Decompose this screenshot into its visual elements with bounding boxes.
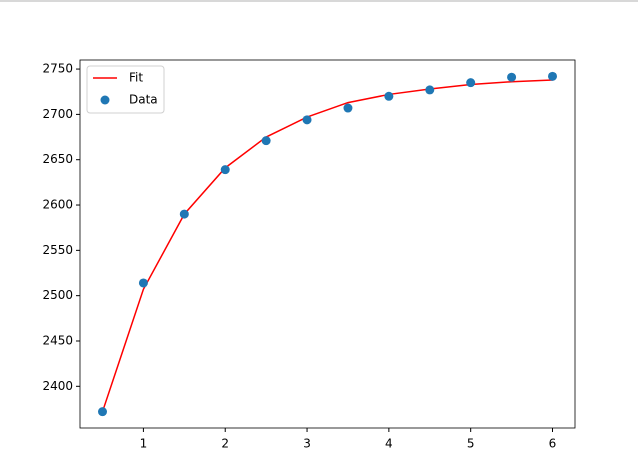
- plot-frame: [79, 59, 576, 429]
- data-point: [548, 71, 557, 81]
- data-point: [466, 78, 476, 88]
- data-point: [302, 115, 312, 125]
- legend-label: Data: [129, 93, 158, 107]
- x-tick-label: 1: [140, 437, 148, 451]
- x-tick-label: 4: [385, 437, 393, 451]
- window-edge: [0, 0, 638, 2]
- data-point: [425, 85, 435, 95]
- y-tick-label: 2450: [42, 333, 73, 347]
- data-point: [384, 91, 394, 101]
- data-point: [343, 103, 353, 113]
- x-tick-label: 6: [549, 437, 557, 451]
- y-tick-label: 2550: [42, 243, 73, 257]
- y-tick-label: 2700: [42, 107, 73, 121]
- y-tick-label: 2650: [42, 152, 73, 166]
- data-point: [261, 136, 271, 146]
- y-tick-label: 2500: [42, 288, 73, 302]
- data-point: [138, 278, 148, 288]
- x-tick-label: 3: [303, 437, 311, 451]
- x-tick-label: 2: [221, 437, 229, 451]
- data-point: [98, 407, 107, 417]
- data-point: [507, 72, 517, 82]
- legend-label: Fit: [129, 71, 143, 85]
- y-tick-label: 2400: [42, 379, 73, 393]
- fit-line: [101, 79, 553, 412]
- legend-marker: [100, 95, 110, 105]
- x-tick-label: 5: [467, 437, 475, 451]
- data-point: [179, 209, 189, 219]
- data-point: [220, 165, 230, 175]
- y-tick-label: 2600: [42, 198, 73, 212]
- y-tick-label: 2750: [42, 62, 73, 76]
